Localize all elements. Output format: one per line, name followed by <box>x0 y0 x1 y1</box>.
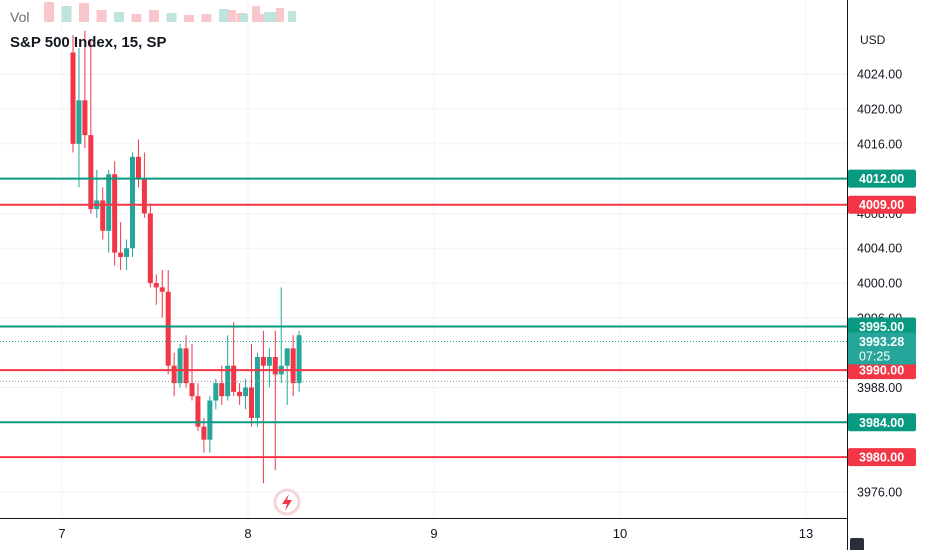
candle-body[interactable] <box>177 348 183 384</box>
candle-body[interactable] <box>130 156 135 249</box>
volume-bar <box>219 9 229 22</box>
level-price-label: 4009.00 <box>859 198 904 212</box>
candle-body[interactable] <box>254 357 260 418</box>
candle-body[interactable] <box>284 348 290 366</box>
volume-bar <box>131 14 142 22</box>
time-tick-label: 13 <box>799 526 813 541</box>
candle-body[interactable] <box>249 387 254 418</box>
candle-body[interactable] <box>76 100 82 144</box>
time-tick-label: 9 <box>430 526 437 541</box>
candle-body[interactable] <box>266 357 272 366</box>
volume-label: Vol <box>10 9 30 25</box>
candle-body[interactable] <box>112 174 118 253</box>
volume-bar <box>96 10 107 22</box>
last-price-label: 3993.28 <box>859 335 904 349</box>
candle-body[interactable] <box>70 52 76 144</box>
candle-body[interactable] <box>147 213 153 284</box>
candle-body[interactable] <box>243 387 249 397</box>
volume-bar <box>79 3 89 22</box>
volume-bar <box>228 10 236 22</box>
candle-body[interactable] <box>135 156 141 179</box>
volume-bar <box>201 14 212 22</box>
time-tick-label: 7 <box>58 526 65 541</box>
level-price-tag <box>848 413 916 432</box>
candle-body[interactable] <box>219 383 225 397</box>
volume-bar <box>288 11 296 22</box>
price-tick-label: 4000.00 <box>857 277 902 291</box>
volume-bar <box>240 14 248 22</box>
level-price-tag <box>848 317 916 336</box>
level-price-label: 3995.00 <box>859 320 904 334</box>
currency-label: USD <box>860 33 886 47</box>
price-tick-label: 4020.00 <box>857 103 902 117</box>
candle-body[interactable] <box>159 287 165 292</box>
level-price-label: 4012.00 <box>859 172 904 186</box>
level-price-tag <box>848 448 916 467</box>
candle-body[interactable] <box>153 283 159 288</box>
price-tick-label: 4004.00 <box>857 242 902 256</box>
level-price-label: 3984.00 <box>859 416 904 430</box>
candle-body[interactable] <box>183 348 189 384</box>
price-tick-label: 3988.00 <box>857 381 902 395</box>
candle-body[interactable] <box>231 365 237 392</box>
price-tick-label: 4016.00 <box>857 137 902 151</box>
countdown-label: 07:25 <box>859 350 890 364</box>
volume-bar <box>252 6 260 22</box>
level-price-label: 3980.00 <box>859 451 904 465</box>
volume-bar <box>149 10 159 22</box>
volume-bar <box>44 2 54 22</box>
candle-body[interactable] <box>100 200 106 231</box>
candle-body[interactable] <box>124 248 130 257</box>
volume-bar <box>276 8 284 22</box>
candle-body[interactable] <box>290 348 296 384</box>
settings-icon[interactable] <box>850 538 864 550</box>
volume-bar <box>61 6 72 22</box>
candle-body[interactable] <box>189 383 195 397</box>
price-tick-label: 3976.00 <box>857 485 902 499</box>
level-price-tag <box>848 361 916 380</box>
level-price-label: 3990.00 <box>859 364 904 378</box>
candle-body[interactable] <box>82 100 88 136</box>
volume-bar <box>184 15 194 22</box>
candle-body[interactable] <box>141 178 147 214</box>
candle-body[interactable] <box>296 335 302 384</box>
flash-icon-bolt <box>282 494 292 511</box>
candle-body[interactable] <box>88 135 94 210</box>
candle-body[interactable] <box>225 365 231 397</box>
candle-body[interactable] <box>237 391 243 397</box>
candle-body[interactable] <box>272 357 278 375</box>
level-price-tag <box>848 169 916 188</box>
volume-bar <box>114 12 124 22</box>
volume-bar <box>166 13 177 22</box>
candle-body[interactable] <box>201 426 207 440</box>
time-tick-label: 10 <box>613 526 627 541</box>
time-tick-label: 8 <box>244 526 251 541</box>
candle-body[interactable] <box>195 396 201 427</box>
candle-body[interactable] <box>260 357 266 366</box>
candle-body[interactable] <box>207 400 213 440</box>
price-tick-label: 4024.00 <box>857 68 902 82</box>
candle-body[interactable] <box>165 291 171 366</box>
candle-body[interactable] <box>171 365 177 384</box>
candle-body[interactable] <box>106 174 112 231</box>
last-price-tag <box>848 332 916 365</box>
candle-body[interactable] <box>118 252 124 257</box>
candle-body[interactable] <box>213 383 219 401</box>
level-price-tag <box>848 195 916 214</box>
volume-bar <box>264 12 272 22</box>
chart-title: S&P 500 Index, 15, SP <box>10 34 167 51</box>
